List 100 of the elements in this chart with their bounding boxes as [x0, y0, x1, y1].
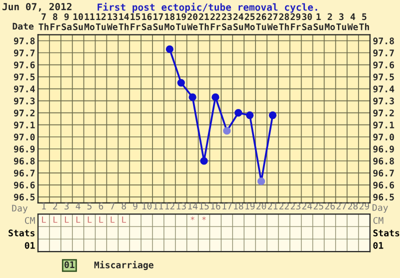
x-axis-title: Date [12, 22, 34, 30]
x-tick-label: 19 Tu [176, 13, 186, 30]
x-tick-label: 1 Su [314, 13, 324, 30]
x-tick-label: 23 [290, 202, 300, 210]
x-tick-label: 8 [122, 202, 126, 210]
point [188, 93, 196, 102]
point [234, 109, 242, 117]
x-tick-label: 24 [302, 202, 312, 210]
point [177, 78, 185, 87]
point [257, 177, 266, 186]
x-tick-label: 2 [53, 202, 58, 210]
x-tick-label: 28 [348, 202, 358, 210]
y-tick-label: 96.8 [14, 158, 35, 164]
text: Day [12, 204, 28, 214]
text: L [88, 216, 92, 223]
x-tick-label: 26 Tu [256, 13, 266, 30]
text: * [190, 216, 194, 220]
x-tick-label: 16 [211, 202, 220, 210]
point [268, 111, 277, 120]
text: 01 [64, 261, 74, 268]
x-tick-label: 3 Tu [336, 13, 346, 30]
y-tick-label: 97.4 [14, 86, 35, 92]
x-tick-label: 22 [279, 202, 289, 210]
x-tick-label: 4 We [347, 13, 358, 30]
x-tick-label: 23 Sa [222, 13, 232, 30]
text: L [42, 216, 46, 223]
x-tick-label: 16 Sa [142, 13, 152, 30]
x-tick-label: 18 Mo [164, 13, 175, 30]
x-tick-label: 22 Fr [210, 13, 221, 30]
text: Miscarriage [94, 260, 154, 270]
x-axis-title: Day [372, 204, 388, 213]
point [166, 45, 174, 53]
x-tick-label: 10 [142, 202, 152, 210]
x-tick-label: 14 Th [118, 13, 129, 30]
x-tick-label: 12 [165, 202, 174, 210]
y-tick-label: CM [373, 217, 384, 224]
x-tick-label: 25 Mo [244, 13, 255, 30]
y-tick-label: 96.5 [14, 194, 35, 201]
x-tick-label: 7 Th [38, 13, 48, 30]
point [246, 111, 254, 120]
x-tick-label: 25 [314, 202, 324, 210]
y-tick-label: 97.7 [14, 50, 35, 56]
y-tick-label: 96.7 [14, 170, 35, 177]
chart-title: First post ectopic/tube removal cycle. [98, 2, 318, 13]
x-tick-label: 4 [76, 202, 80, 210]
point [212, 93, 220, 102]
x-tick-label: 10 Su [73, 13, 83, 30]
x-tick-label: 20 We [187, 13, 198, 30]
x-tick-label: 29 [360, 202, 370, 210]
x-tick-label: 11 [154, 202, 164, 210]
text: L [76, 216, 80, 223]
x-tick-label: 18 [234, 202, 244, 210]
x-tick-label: 3 [64, 202, 69, 210]
x-tick-label: 13 We [106, 13, 118, 30]
x-tick-label: 13 [176, 202, 186, 210]
y-tick-label: 96.9 [14, 146, 35, 152]
x-tick-label: 15 [200, 202, 209, 210]
x-tick-label: 21 [268, 202, 278, 210]
x-tick-label: 9 Sa [62, 13, 72, 30]
x-tick-label: 5 [87, 202, 92, 210]
text: L [54, 216, 58, 223]
x-tick-label: 27 [336, 202, 346, 210]
text: * [202, 216, 206, 220]
y-tick-label: Stats [373, 230, 400, 236]
y-tick-label: 97.6 [14, 62, 35, 68]
x-tick-label: 17 [222, 202, 232, 210]
x-tick-label: 1 [42, 202, 46, 210]
x-tick-label: 9 [133, 202, 138, 210]
x-tick-label: 17 Su [153, 13, 163, 30]
x-tick-label: 21 Th [198, 13, 210, 30]
point [223, 127, 231, 135]
y-tick-label: 01 [373, 242, 384, 249]
text: L [99, 216, 104, 223]
x-tick-label: 5 Th [359, 13, 369, 30]
x-tick-label: 26 [325, 202, 335, 210]
x-tick-label: 8 Fr [50, 13, 60, 30]
text: L [110, 216, 115, 223]
point [200, 157, 208, 165]
x-tick-label: 11 Mo [84, 13, 95, 30]
x-tick-label: 7 [110, 202, 114, 210]
x-tick-label: 19 [245, 202, 255, 210]
x-tick-label: 15 Fr [130, 13, 140, 30]
y-tick-label: 97.0 [14, 134, 35, 140]
y-tick-label: 97.3 [14, 98, 35, 104]
x-tick-label: 28 Th [279, 13, 290, 30]
y-tick-label: 97.8 [14, 37, 35, 44]
text: L [122, 216, 126, 223]
x-tick-label: 30 Sa [302, 13, 312, 30]
x-tick-label: 12 Tu [96, 13, 106, 30]
y-tick-label: 97.5 [14, 74, 35, 80]
y-tick-label: 97.1 [14, 122, 35, 128]
x-tick-label: 2 Mo [324, 13, 335, 30]
x-tick-label: 27 We [267, 13, 278, 30]
text: L [64, 216, 69, 223]
x-tick-label: 20 [256, 202, 266, 210]
x-tick-label: 29 Fr [290, 13, 301, 30]
x-tick-label: 24 Su [233, 13, 244, 30]
chart-subtitle: Jun 07, 2012 [2, 2, 72, 12]
y-tick-label: 97.2 [14, 110, 34, 116]
y-tick-label: 96.6 [14, 182, 35, 189]
